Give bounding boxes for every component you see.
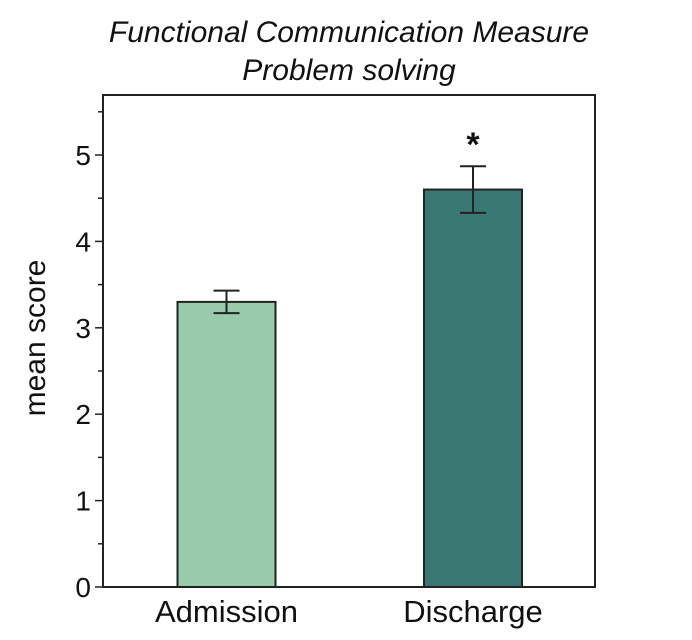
bar-admission bbox=[176, 300, 277, 588]
bar-discharge bbox=[423, 188, 523, 588]
significance-asterisk: * bbox=[466, 126, 480, 164]
x-tick-label: Discharge bbox=[403, 594, 543, 629]
y-tick-label: 5 bbox=[75, 140, 91, 171]
plot-frame bbox=[102, 94, 596, 588]
y-tick-label: 1 bbox=[75, 486, 91, 517]
chart-subtitle: Problem solving bbox=[242, 54, 456, 87]
y-tick-label: 0 bbox=[75, 572, 91, 603]
x-tick-label: Admission bbox=[155, 594, 298, 629]
y-tick-label: 2 bbox=[75, 399, 91, 430]
chart-title: Functional Communication Measure bbox=[109, 16, 589, 49]
y-tick-label: 4 bbox=[75, 226, 91, 257]
y-tick-label: 3 bbox=[75, 313, 91, 344]
y-axis-label: mean score bbox=[19, 260, 52, 417]
